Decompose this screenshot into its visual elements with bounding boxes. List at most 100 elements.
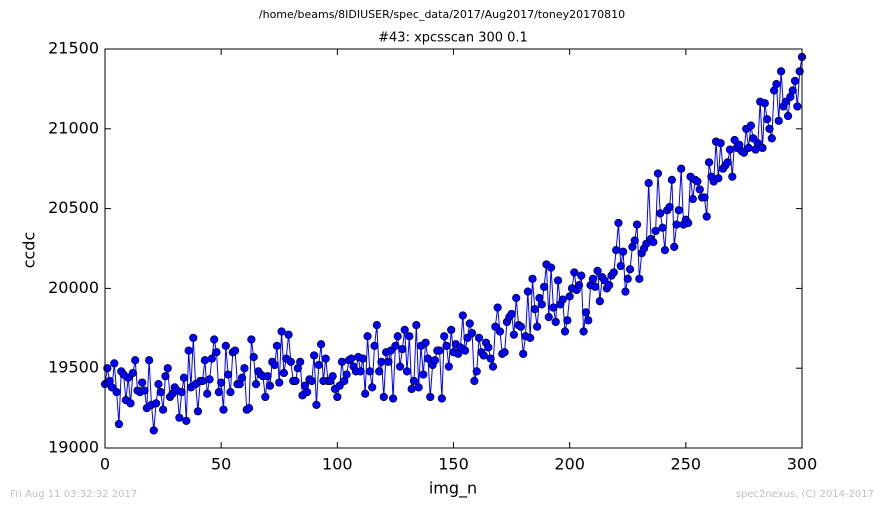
point: [203, 389, 212, 398]
point: [279, 368, 288, 378]
point: [126, 399, 135, 408]
point: [384, 357, 393, 366]
point: [423, 354, 433, 363]
y-axis-label: ccdc: [20, 232, 39, 269]
point: [772, 80, 781, 89]
point: [154, 380, 163, 389]
point: [237, 373, 247, 382]
y-tick-label: 19000: [48, 438, 99, 457]
point: [140, 386, 149, 395]
point: [421, 338, 430, 347]
point: [670, 242, 679, 252]
y-tick-label: 21500: [48, 39, 99, 58]
point: [570, 268, 579, 277]
point: [632, 220, 642, 229]
point: [145, 356, 154, 365]
point: [272, 341, 282, 350]
point: [560, 327, 570, 336]
point: [672, 220, 681, 229]
point: [605, 281, 614, 290]
point: [488, 362, 498, 371]
point: [493, 303, 502, 312]
y-tick-label: 19500: [48, 358, 99, 377]
point: [163, 364, 172, 373]
point: [419, 370, 428, 379]
point: [435, 346, 444, 355]
point: [388, 394, 398, 403]
point: [265, 381, 275, 390]
point: [409, 376, 419, 386]
point: [333, 392, 342, 402]
x-tick-label: 150: [438, 455, 469, 474]
point: [128, 368, 137, 378]
point: [328, 372, 337, 381]
point: [528, 274, 537, 283]
point: [537, 300, 546, 309]
point: [307, 376, 316, 386]
point: [767, 134, 776, 143]
plot-frame: [104, 48, 803, 449]
point: [774, 116, 783, 125]
footer-left: Fri Aug 11 03:32:32 2017: [10, 489, 137, 500]
point: [760, 99, 769, 108]
point: [509, 330, 519, 339]
point: [693, 177, 702, 186]
point: [486, 354, 495, 363]
point: [614, 218, 623, 228]
point: [210, 335, 219, 344]
point: [372, 321, 381, 330]
point: [361, 389, 370, 398]
point: [291, 376, 300, 386]
point: [609, 268, 618, 277]
point: [776, 67, 786, 76]
point: [217, 378, 226, 387]
point: [474, 333, 484, 342]
point: [593, 266, 602, 275]
point: [149, 426, 158, 435]
point: [677, 164, 686, 173]
point: [467, 328, 477, 338]
point: [405, 332, 414, 341]
point: [365, 367, 374, 376]
point: [193, 407, 203, 416]
point: [112, 388, 121, 397]
point: [375, 367, 384, 376]
chart-title: /home/beams/8IDIUSER/spec_data/2017/Aug2…: [259, 8, 625, 21]
point: [616, 261, 625, 271]
point: [507, 309, 516, 319]
point: [189, 333, 198, 342]
point: [714, 174, 723, 183]
chart-subtitle: #43: xpcsscan 300 0.1: [378, 31, 528, 46]
point: [224, 370, 233, 379]
point: [440, 332, 449, 341]
point: [479, 351, 488, 360]
point: [200, 356, 210, 365]
point: [158, 405, 168, 414]
point: [131, 356, 140, 365]
point: [444, 362, 453, 371]
point: [519, 349, 528, 358]
point: [247, 335, 256, 344]
point: [549, 303, 558, 312]
point: [114, 419, 124, 429]
point: [765, 124, 774, 133]
point: [231, 346, 240, 355]
point: [314, 360, 323, 370]
point: [379, 392, 388, 402]
point: [544, 313, 553, 322]
point: [175, 413, 184, 422]
point: [249, 352, 258, 362]
y-tick-label: 20000: [48, 278, 99, 297]
point: [649, 238, 658, 247]
point: [621, 287, 630, 296]
point: [458, 311, 467, 320]
point: [207, 354, 216, 363]
point: [212, 348, 221, 357]
point: [303, 388, 312, 397]
point: [347, 354, 356, 363]
point: [363, 332, 372, 341]
point: [788, 86, 797, 95]
point: [182, 416, 191, 425]
point: [356, 367, 365, 376]
